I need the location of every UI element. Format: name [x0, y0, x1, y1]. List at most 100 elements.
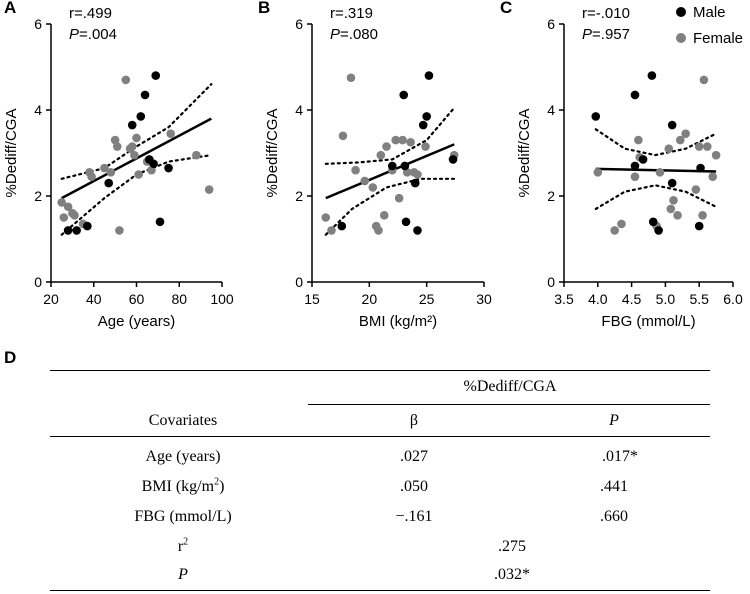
panel-b-y-tick-label: 0: [295, 274, 303, 290]
panel-b-point-male: [448, 155, 458, 164]
panel-b-point-female: [368, 183, 378, 192]
table-header-p: P: [609, 412, 619, 429]
panel-c-point-female: [666, 204, 676, 214]
panel-a-point-female: [87, 172, 96, 181]
panel-b-x-tick-label: 30: [476, 291, 492, 307]
panel-c-point-female: [699, 75, 709, 85]
panel-a-x-tick-label: 60: [129, 291, 145, 307]
panel-a-y-tick-label: 4: [34, 102, 42, 118]
panel-a-point-female: [127, 142, 137, 151]
panel-c-ci-lower: [594, 184, 718, 210]
panel-a-point-female: [134, 170, 143, 179]
panel-a-x-tick-label: 100: [210, 291, 234, 307]
table-group-rule: [308, 404, 710, 405]
panel-b-point-female: [374, 226, 383, 235]
panel-b-r-annotation: r=.319: [330, 5, 373, 22]
panel-a-point-female: [147, 165, 156, 175]
legend-marker-female: [676, 33, 686, 43]
panel-a-point-male: [149, 159, 158, 169]
panel-b-point-female: [398, 135, 407, 145]
panel-a-point-male: [72, 226, 81, 235]
panel-b-x-tick-label: 20: [362, 291, 378, 307]
panel-b-point-female: [351, 165, 360, 175]
panel-b-point-female: [391, 135, 401, 145]
panel-c-y-tick-label: 0: [547, 274, 555, 290]
panel-c-point-female: [610, 226, 619, 235]
panel-b-point-male: [400, 161, 410, 171]
panel-b-point-male: [418, 120, 428, 130]
table-header-covariates: Covariates: [148, 412, 218, 429]
panel-b-point-female: [413, 170, 422, 179]
table-row-fbg-p: .660: [600, 508, 628, 525]
panel-b-point-female: [379, 211, 389, 220]
panel-c-point-female: [681, 129, 690, 138]
panel-b-point-male: [387, 161, 397, 171]
panel-c-point-male: [630, 161, 640, 171]
panel-b-x-axis-label: BMI (kg/m²): [359, 313, 437, 330]
panel-c-point-female: [655, 168, 665, 177]
panel-letter-b: B: [258, 0, 271, 17]
table-bottom-rule: [50, 590, 710, 591]
panel-c-point-male: [591, 112, 601, 121]
table-row-bmi-beta: .050: [400, 478, 428, 495]
panel-c-x-tick-label: 5.0: [656, 291, 676, 307]
panel-c-point-female: [630, 172, 640, 181]
panel-c-ci-upper: [594, 128, 718, 157]
panel-b-ci-upper: [324, 106, 456, 165]
panel-b-point-female: [346, 73, 356, 83]
panel-c-point-female: [694, 142, 704, 151]
panel-b-point-female: [382, 142, 391, 151]
panel-b-y-tick-label: 6: [295, 16, 303, 32]
table-model-p-label: P: [178, 566, 188, 583]
panel-a-point-male: [164, 163, 173, 173]
panel-c-point-male: [638, 155, 648, 164]
panel-c-x-tick-label: 3.5: [554, 291, 574, 307]
panel-a-point-female: [121, 75, 131, 85]
panel-a-point-male: [151, 71, 161, 80]
panel-a-point-female: [110, 135, 120, 145]
panel-a-y-tick-label: 6: [34, 16, 42, 32]
panel-a-point-female: [192, 150, 201, 160]
panel-c-fit-line: [595, 167, 717, 173]
panel-c-point-female: [664, 144, 674, 153]
table-row-age-beta: .027: [400, 448, 428, 465]
panel-b-point-male: [410, 178, 420, 188]
panel-a-r-annotation: r=.499: [69, 5, 112, 22]
panel-b-y-axis-label: %Dediff/CGA: [264, 109, 281, 198]
table-row-bmi-label: BMI (kg/m2): [141, 476, 225, 495]
panel-a-y-axis-label: %Dediff/CGA: [3, 109, 20, 198]
panel-a-point-male: [83, 221, 92, 231]
panel-b-point-male: [399, 90, 409, 100]
panel-b-ci-lower: [324, 177, 456, 236]
panel-a-point-female: [115, 226, 124, 235]
panel-c-point-male: [630, 90, 640, 100]
panel-b-point-female: [376, 150, 386, 160]
panel-a-y-tick-label: 0: [34, 274, 42, 290]
panel-a-point-male: [63, 226, 73, 235]
panel-c-point-female: [698, 211, 707, 220]
panel-a-x-axis-label: Age (years): [98, 313, 176, 330]
panel-a-x-tick-label: 20: [43, 291, 59, 307]
panel-b-point-male: [337, 221, 347, 231]
panel-b-point-female: [406, 137, 415, 147]
table-group-header: %Dediff/CGA: [463, 378, 557, 395]
table-row-age-p: .017*: [602, 448, 638, 465]
panel-a-point-female: [100, 163, 109, 173]
panel-b-point-female: [321, 213, 331, 222]
panel-c-x-tick-label: 4.5: [622, 291, 642, 307]
panel-b-point-female: [394, 193, 404, 203]
panel-a-point-female: [57, 198, 66, 207]
panel-letter-c: C: [500, 0, 513, 17]
panel-b-point-male: [424, 71, 434, 80]
panel-a-x-tick-label: 80: [171, 291, 187, 307]
panel-b-point-female: [421, 142, 430, 151]
panel-c-point-male: [667, 120, 677, 130]
panel-c-point-female: [675, 135, 685, 145]
panel-c-point-female: [703, 142, 712, 151]
panel-b-point-male: [413, 226, 422, 235]
panel-a-point-male: [127, 120, 137, 130]
regression-table: %Dediff/CGA Covariates β P Age (years) .…: [0, 340, 750, 594]
table-header-beta: β: [409, 412, 419, 429]
table-row-age-label: Age (years): [145, 448, 221, 465]
